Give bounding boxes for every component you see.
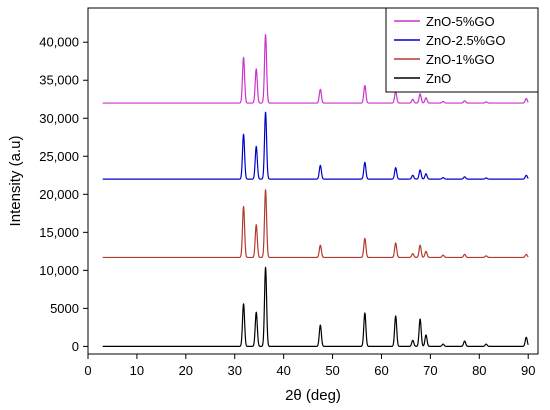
y-tick-label: 30,000 bbox=[39, 111, 79, 126]
legend-label-3: ZnO bbox=[426, 71, 451, 86]
plot-frame bbox=[87, 7, 539, 355]
x-tick-label: 50 bbox=[325, 363, 339, 378]
x-tick-label: 30 bbox=[228, 363, 242, 378]
x-tick-label: 80 bbox=[472, 363, 486, 378]
y-tick-label: 40,000 bbox=[39, 35, 79, 50]
x-tick-label: 10 bbox=[130, 363, 144, 378]
y-tick-label: 20,000 bbox=[39, 187, 79, 202]
x-tick-label: 90 bbox=[521, 363, 535, 378]
legend-label-1: ZnO-2.5%GO bbox=[426, 33, 505, 48]
x-tick-label: 60 bbox=[374, 363, 388, 378]
y-tick-label: 0 bbox=[72, 339, 79, 354]
legend-label-2: ZnO-1%GO bbox=[426, 52, 495, 67]
series-line-3 bbox=[102, 266, 529, 347]
series-line-2 bbox=[102, 189, 529, 259]
series-line-1 bbox=[102, 111, 529, 180]
y-tick-label: 10,000 bbox=[39, 263, 79, 278]
y-tick-label: 25,000 bbox=[39, 149, 79, 164]
legend: ZnO-5%GO ZnO-2.5%GO ZnO-1%GO ZnO bbox=[385, 7, 539, 93]
y-axis-title: Intensity (a.u) bbox=[7, 136, 24, 227]
x-axis-title: 2θ (deg) bbox=[285, 387, 341, 404]
x-tick-label: 0 bbox=[84, 363, 91, 378]
x-tick-label: 40 bbox=[276, 363, 290, 378]
x-axis-ticks: 0 10 20 30 40 50 60 70 80 90 bbox=[84, 354, 535, 378]
y-tick-label: 15,000 bbox=[39, 225, 79, 240]
x-tick-label: 20 bbox=[179, 363, 193, 378]
legend-label-0: ZnO-5%GO bbox=[426, 14, 495, 29]
x-tick-label: 70 bbox=[423, 363, 437, 378]
y-axis-ticks: 0 5000 10,000 15,000 20,000 25,000 30,000 35,00… bbox=[39, 35, 88, 354]
y-tick-label: 35,000 bbox=[39, 73, 79, 88]
series-line-0 bbox=[102, 34, 529, 104]
series-layer bbox=[102, 34, 529, 347]
y-tick-label: 5000 bbox=[50, 301, 79, 316]
